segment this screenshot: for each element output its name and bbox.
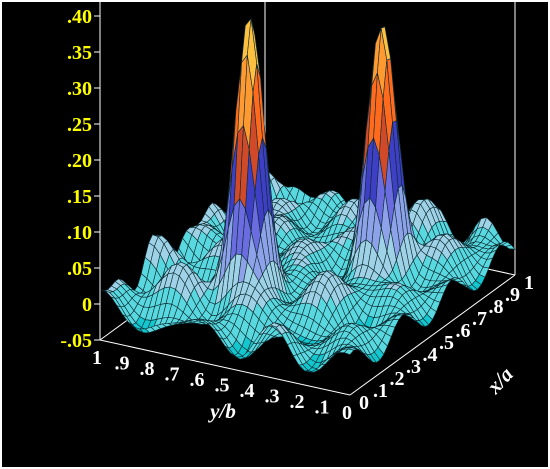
y-tick-label: .4 <box>240 380 255 402</box>
y-tick-label: .9 <box>115 353 130 375</box>
y-tick-label: 1 <box>92 347 102 369</box>
x-tick-label: .7 <box>472 308 487 330</box>
z-tick-label: .40 <box>67 6 92 28</box>
z-tick-label: .35 <box>67 42 92 64</box>
x-tick-label: .3 <box>406 356 421 378</box>
z-tick-label: .20 <box>67 150 92 172</box>
y-tick-label: .1 <box>315 397 330 419</box>
x-tick-label: .6 <box>456 320 471 342</box>
x-tick-label: .9 <box>505 284 520 306</box>
y-tick-label: .3 <box>265 386 280 408</box>
z-tick-label: .30 <box>67 78 92 100</box>
y-tick-label: .7 <box>165 364 180 386</box>
z-tick-label: .10 <box>67 222 92 244</box>
z-tick-label: -.05 <box>60 330 92 352</box>
z-tick-label: 0 <box>82 294 92 316</box>
x-tick-label: 1 <box>524 272 534 294</box>
z-tick-label: .15 <box>67 186 92 208</box>
y-tick-label: 0 <box>342 402 352 424</box>
axis-box-front <box>99 1 516 396</box>
x-tick-label: .4 <box>423 344 438 366</box>
z-tick-label: .25 <box>67 114 92 136</box>
x-tick-label: .1 <box>373 380 388 402</box>
y-tick-label: .2 <box>290 391 305 413</box>
y-tick-label: .8 <box>140 358 155 380</box>
x-axis-tick-labels: 0.1.2.3.4.5.6.7.8.91 <box>359 272 534 414</box>
x-tick-label: .8 <box>489 296 504 318</box>
z-axis-tick-labels: -.05 0 .05 .10 .15 .20 .25 .30 .35 .40 <box>60 6 100 352</box>
x-tick-label: 0 <box>359 392 369 414</box>
z-tick-label: .05 <box>67 258 92 280</box>
x-tick-label: .2 <box>390 368 405 390</box>
surface-facet <box>343 348 355 355</box>
y-axis-label: y/b <box>207 399 236 423</box>
y-axis-tick-labels: 0 .1 .2 .3 .4 .5 .6 .7 .8 .9 1 <box>92 347 352 424</box>
y-tick-label: .6 <box>190 369 205 391</box>
y-tick-label: .5 <box>215 375 230 397</box>
x-tick-label: .5 <box>439 332 454 354</box>
surface-mesh <box>99 17 516 373</box>
